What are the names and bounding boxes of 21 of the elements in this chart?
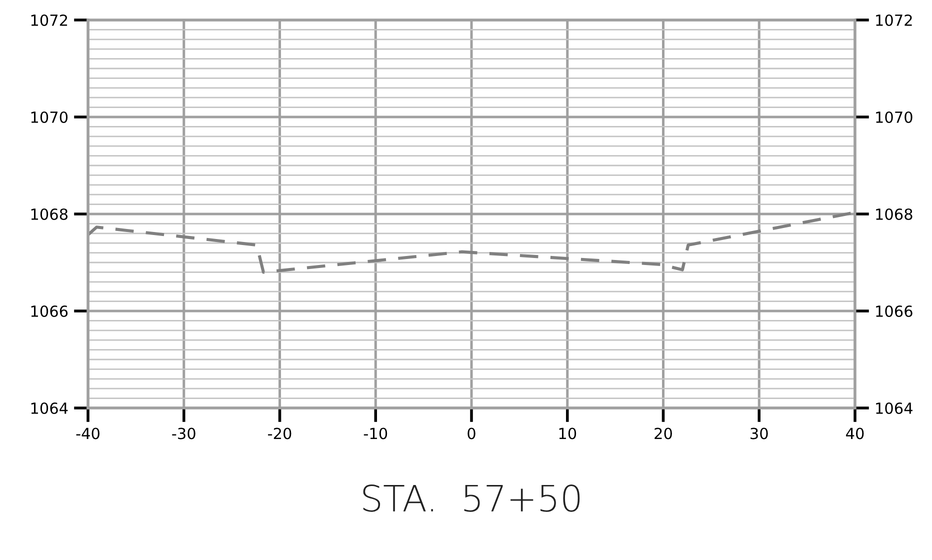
y-tick-label: 1068 xyxy=(31,208,68,220)
y2-tick-label: 1070 xyxy=(876,111,912,124)
line-series xyxy=(88,212,854,274)
y2-tick-label: 1072 xyxy=(876,14,912,26)
y-tick-label: 1066 xyxy=(31,305,68,318)
x-tick-label: -20 xyxy=(268,428,292,440)
x-tick-label: -40 xyxy=(76,428,100,440)
y-tick-label: 1064 xyxy=(31,402,68,414)
x-tick-label: -30 xyxy=(172,428,196,440)
y-tick-label: 1070 xyxy=(31,111,68,124)
x-tick-label: 10 xyxy=(559,428,576,440)
x-tick-label: 20 xyxy=(654,428,672,440)
y2-tick-label: 1068 xyxy=(876,208,912,220)
x-tick-label: 30 xyxy=(750,428,768,440)
y2-tick-label: 1066 xyxy=(876,305,912,318)
y2-tick-label: 1064 xyxy=(876,402,912,414)
x-axis-title: STA. 57+50 xyxy=(363,484,580,512)
x-tick-label: 40 xyxy=(846,428,864,440)
x-tick-label: 0 xyxy=(468,428,476,440)
x-tick-label: -10 xyxy=(364,428,388,440)
y-tick-label: 1072 xyxy=(31,14,68,26)
